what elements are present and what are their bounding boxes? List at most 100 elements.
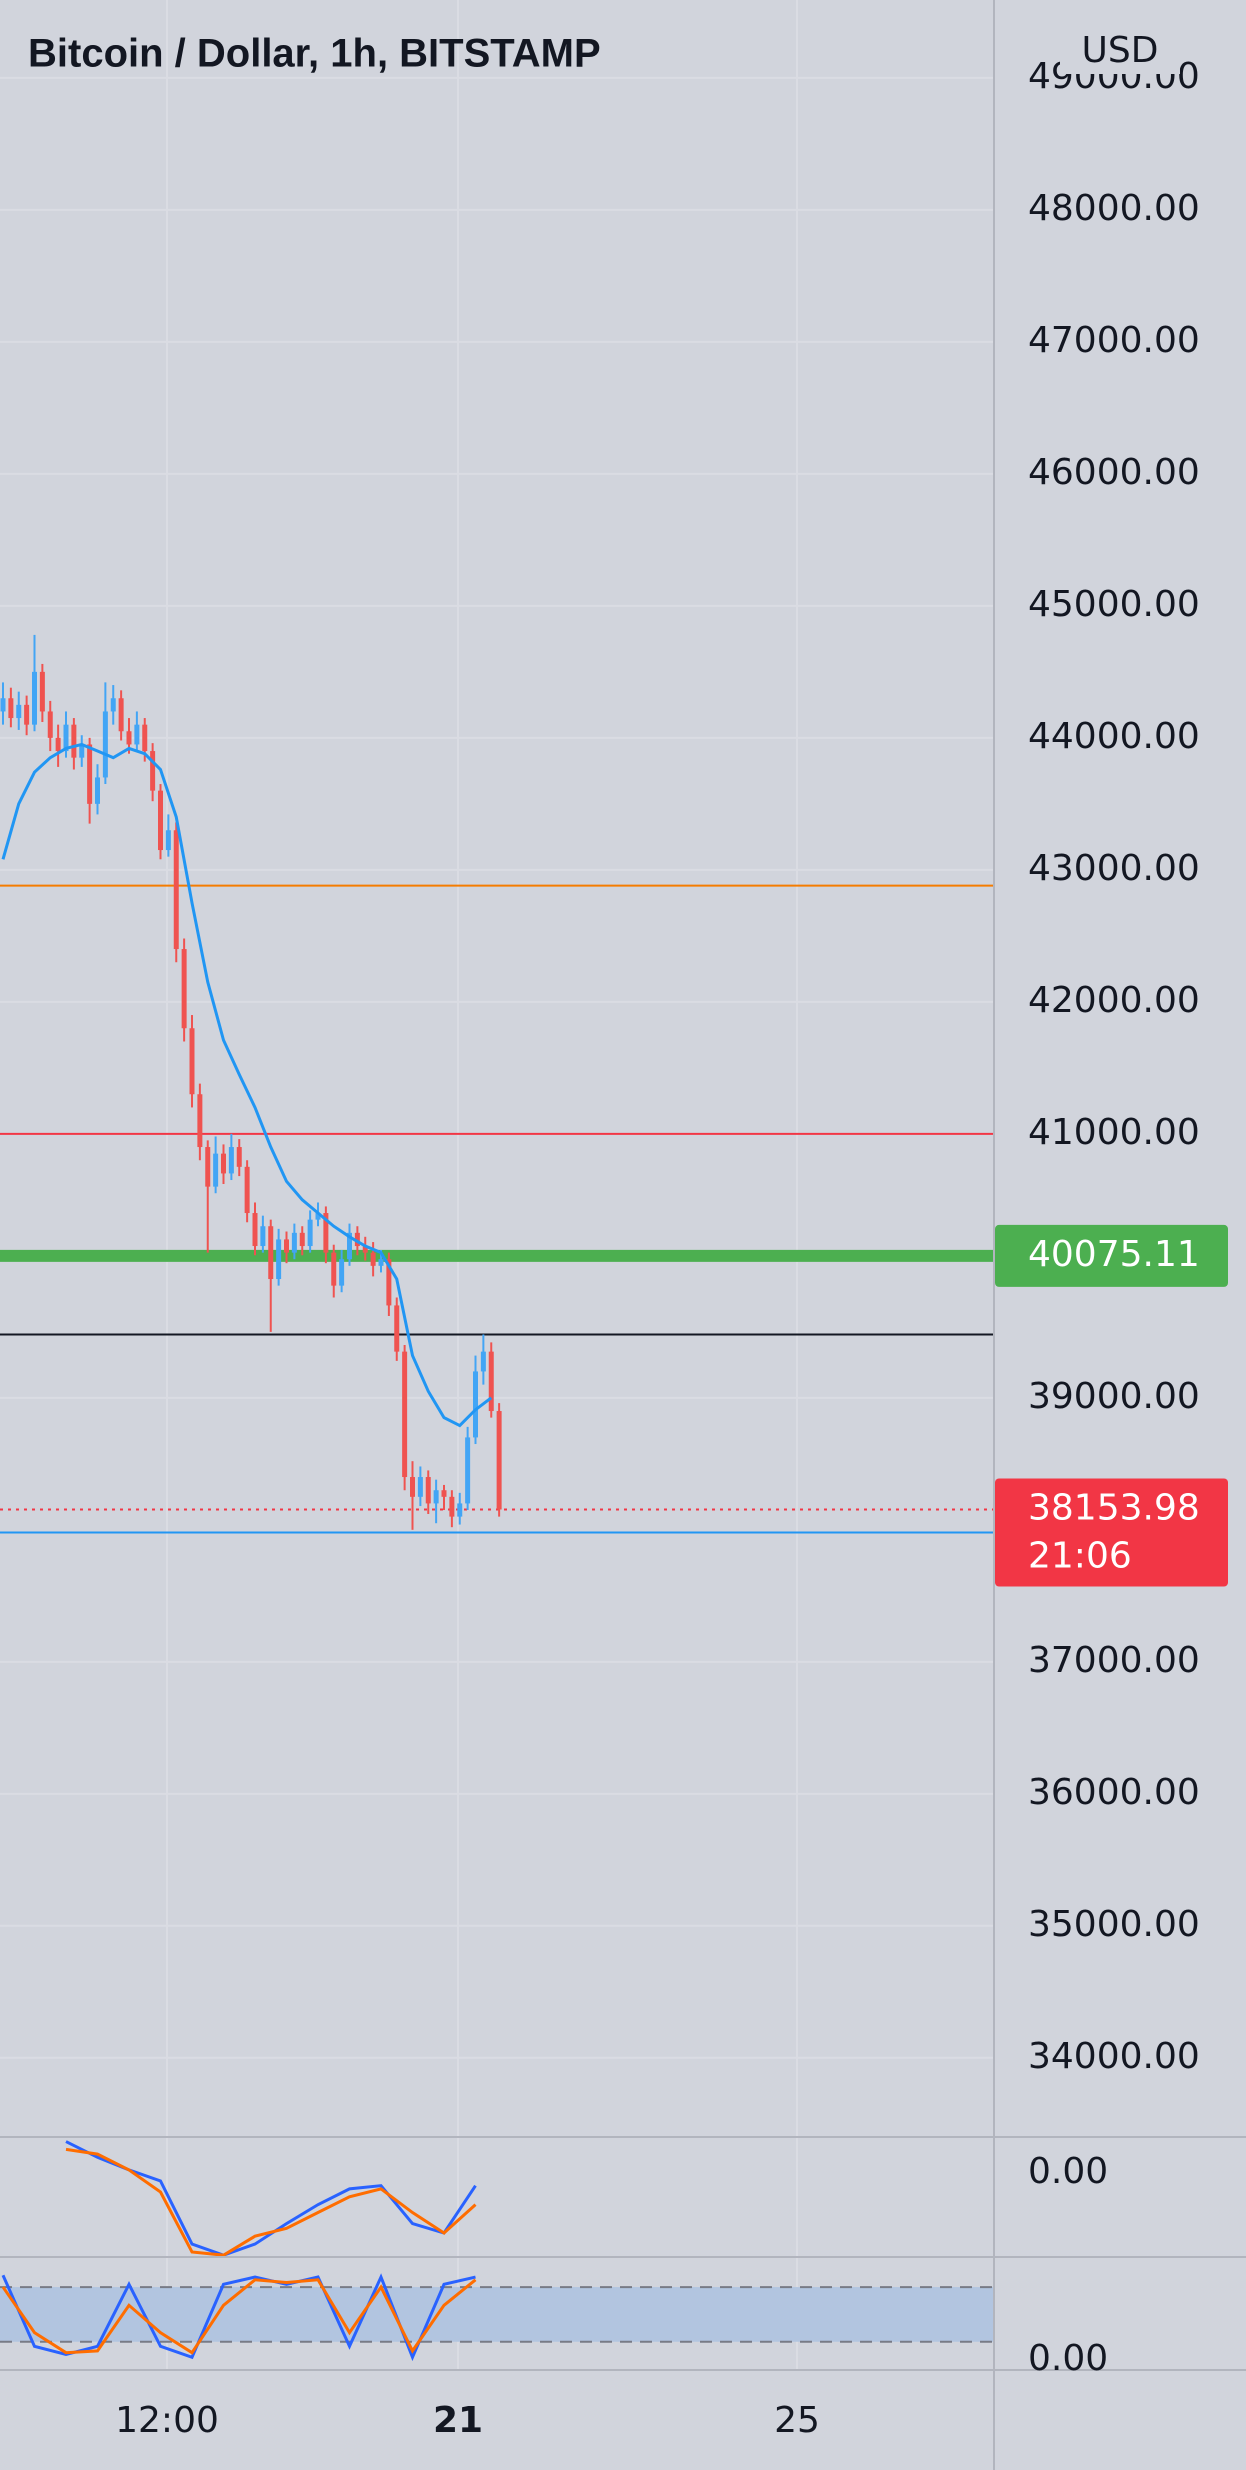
candle-body xyxy=(417,1477,423,1497)
candle-body xyxy=(189,1028,195,1095)
candle-body xyxy=(291,1232,297,1253)
candle-body xyxy=(402,1351,408,1478)
candle-body xyxy=(433,1490,439,1504)
candle-body xyxy=(118,698,124,732)
currency-label: USD xyxy=(1082,30,1159,71)
price-label-box xyxy=(995,1478,1228,1587)
candle-body xyxy=(394,1305,400,1352)
candle-body xyxy=(8,698,14,719)
stoch-pane xyxy=(0,2273,994,2362)
candle-body xyxy=(142,724,148,752)
y-tick-label: 47000.00 xyxy=(1028,320,1200,361)
y-tick-label: 35000.00 xyxy=(1028,1904,1200,1945)
y-tick-label: 48000.00 xyxy=(1028,188,1200,229)
candle-body xyxy=(71,724,77,758)
indicator-line xyxy=(65,2140,477,2257)
chart-title: Bitcoin / Dollar, 1h, BITSTAMP xyxy=(28,32,601,76)
candle-body xyxy=(457,1503,463,1517)
candle-body xyxy=(252,1213,258,1247)
candle-body xyxy=(307,1219,313,1247)
candle-body xyxy=(276,1239,282,1280)
candle-body xyxy=(39,671,45,712)
candle-body xyxy=(347,1232,352,1260)
candle-body xyxy=(102,711,108,778)
candle-body xyxy=(315,1213,321,1220)
x-tick-label: 12:00 xyxy=(115,2400,219,2441)
candle-body xyxy=(244,1166,250,1214)
candle-body xyxy=(299,1232,305,1247)
indicator-line xyxy=(65,2147,477,2257)
candle-body xyxy=(0,698,6,712)
candle-body xyxy=(95,777,100,804)
candle-body xyxy=(63,724,69,752)
band-fill xyxy=(0,2287,994,2342)
candle-body xyxy=(339,1259,345,1286)
candle-body xyxy=(284,1239,289,1253)
candle-body xyxy=(150,751,156,791)
price-label: 38153.98 xyxy=(1028,1487,1200,1528)
candle-body xyxy=(488,1351,494,1412)
candle-body xyxy=(47,711,53,738)
candle-body xyxy=(197,1094,203,1148)
candle-body xyxy=(378,1259,384,1266)
price-label-box xyxy=(995,1224,1228,1287)
candle-body xyxy=(473,1371,478,1438)
candle-body xyxy=(181,949,187,1029)
candle-body xyxy=(362,1246,368,1253)
candle-body xyxy=(386,1259,392,1306)
candle-body xyxy=(370,1252,376,1266)
candle-body xyxy=(79,744,85,758)
indicator-line xyxy=(1,2278,477,2355)
y-tick-label: 34000.00 xyxy=(1028,2036,1200,2077)
candle-body xyxy=(24,704,30,725)
y-tick-label: 39000.00 xyxy=(1028,1376,1200,1417)
candle-body xyxy=(213,1153,219,1187)
candle-body xyxy=(268,1226,274,1280)
x-tick-label: 21 xyxy=(433,2400,483,2441)
candle-body xyxy=(32,671,37,725)
candle-body xyxy=(158,790,163,851)
candle-body xyxy=(236,1147,242,1167)
candle-body xyxy=(87,744,93,804)
y-tick-label: 45000.00 xyxy=(1028,584,1200,625)
candle-body xyxy=(205,1147,211,1187)
candle-body xyxy=(323,1213,329,1253)
candle-body xyxy=(425,1477,431,1504)
candle-body xyxy=(449,1496,455,1517)
pane-tick-label: 0.00 xyxy=(1028,2151,1108,2192)
candle-body xyxy=(228,1147,234,1174)
price-pane xyxy=(0,634,994,1534)
price-label: 40075.11 xyxy=(1028,1234,1200,1275)
moving-average xyxy=(1,742,493,1428)
candle-body xyxy=(354,1232,360,1247)
currency-bg xyxy=(1060,28,1180,74)
y-tick-label: 36000.00 xyxy=(1028,1772,1200,1813)
candle-body xyxy=(260,1226,266,1247)
x-tick-label: 25 xyxy=(774,2400,820,2441)
y-tick-label: 41000.00 xyxy=(1028,1112,1200,1153)
y-tick-label: 43000.00 xyxy=(1028,848,1200,889)
candle-body xyxy=(165,830,171,851)
pane-tick-label: 0.00 xyxy=(1028,2338,1108,2379)
y-tick-label: 37000.00 xyxy=(1028,1640,1200,1681)
candle-body xyxy=(331,1252,337,1286)
y-tick-label: 42000.00 xyxy=(1028,980,1200,1021)
candle-body xyxy=(126,731,132,745)
countdown-label: 21:06 xyxy=(1028,1535,1132,1576)
y-tick-label: 44000.00 xyxy=(1028,716,1200,757)
candle-body xyxy=(441,1490,447,1497)
candle-body xyxy=(410,1477,415,1497)
candle-body xyxy=(134,724,140,745)
candle-body xyxy=(496,1411,502,1510)
macd-pane xyxy=(65,2140,477,2257)
candle-body xyxy=(465,1437,471,1504)
candle-body xyxy=(110,698,116,712)
candle-body xyxy=(173,830,179,950)
y-tick-label: 46000.00 xyxy=(1028,452,1200,493)
price-axis: 49000.0048000.0047000.0046000.0045000.00… xyxy=(995,28,1228,2379)
candle-body xyxy=(16,704,22,719)
candle-body xyxy=(480,1351,486,1372)
candle-body xyxy=(221,1153,226,1174)
